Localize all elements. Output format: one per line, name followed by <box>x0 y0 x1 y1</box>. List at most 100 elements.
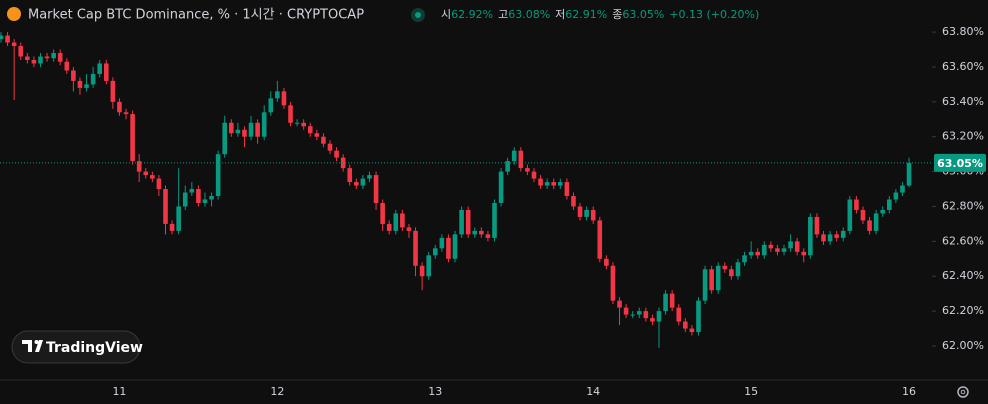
candle-body <box>354 182 359 186</box>
candle-body <box>261 112 267 137</box>
candle-body <box>301 122 306 127</box>
candle-body <box>90 73 96 85</box>
status-dot <box>415 12 421 18</box>
candle-body <box>11 42 17 47</box>
candle-body <box>360 178 366 186</box>
candle-body <box>676 307 682 322</box>
candle-body <box>584 209 589 217</box>
candle-body <box>538 178 543 186</box>
candle-body <box>242 129 247 137</box>
candle-body <box>801 251 807 256</box>
legend-value: 63.08% <box>508 8 550 21</box>
candle-body <box>340 157 346 169</box>
chart-title: Market Cap BTC Dominance, % · 1시간 · CRYP… <box>28 8 364 23</box>
logo-dot <box>34 340 39 344</box>
candle-body <box>485 234 491 238</box>
candle-body <box>821 234 826 242</box>
candle-body <box>854 199 859 210</box>
candle-body <box>880 209 886 214</box>
x-tick-label: 15 <box>744 385 758 398</box>
candle-body <box>511 150 517 162</box>
candle-body <box>136 161 142 172</box>
candle-body <box>176 206 181 231</box>
candle-body <box>722 265 728 270</box>
candle-body <box>814 216 820 235</box>
candle-body <box>794 241 800 252</box>
candle-body <box>643 311 649 319</box>
settings-button[interactable] <box>957 386 969 398</box>
candle-body <box>900 185 905 193</box>
legend-value: 62.92% <box>451 8 493 21</box>
candle-body <box>393 213 399 231</box>
candle-body <box>196 189 201 203</box>
candle-body <box>229 122 234 134</box>
candle-body <box>472 230 478 235</box>
legend-value: 62.91% <box>565 8 607 21</box>
y-tick-label: 62.60% <box>942 234 984 247</box>
candle-body <box>57 53 63 62</box>
candle-body <box>406 227 412 231</box>
legend-label: 종 <box>612 8 622 21</box>
candle-body <box>498 171 504 203</box>
candle-body <box>590 209 596 221</box>
y-tick-label: 62.40% <box>942 269 984 282</box>
candle-body <box>64 61 70 71</box>
candle-body <box>117 101 122 113</box>
settings-icon[interactable] <box>957 386 969 398</box>
candle-body <box>459 209 464 235</box>
candle-body <box>0 35 4 40</box>
candle-body <box>577 206 583 217</box>
candle-body <box>97 63 102 74</box>
candle-body <box>222 122 228 155</box>
candle-body <box>630 314 635 316</box>
candle-body <box>143 171 149 176</box>
candle-body <box>683 321 688 329</box>
candle-body <box>505 161 510 172</box>
y-tick-label: 63.60% <box>942 60 984 73</box>
candle-body <box>827 234 833 242</box>
candle-body <box>808 216 813 256</box>
candle-body <box>432 248 438 256</box>
candle-body <box>742 255 747 263</box>
candle-body <box>380 202 385 224</box>
last-price-label: 63.05% <box>937 157 983 170</box>
candle-body <box>373 175 379 203</box>
candle-body <box>321 136 326 144</box>
x-tick-label: 13 <box>428 385 442 398</box>
candle-body <box>893 192 899 200</box>
candle-body <box>150 175 155 179</box>
candle-body <box>781 248 787 252</box>
candle-body <box>38 56 43 64</box>
candle-body <box>31 59 37 64</box>
candle-body <box>610 265 616 301</box>
legend-value: 63.05% <box>622 8 664 21</box>
legend-label: 고 <box>498 8 508 21</box>
candle-body <box>709 269 714 291</box>
candle-body <box>268 98 274 113</box>
candle-body <box>604 258 609 266</box>
candle-body <box>669 293 675 308</box>
x-tick-label: 14 <box>586 385 600 398</box>
candle-body <box>617 300 622 308</box>
candle-body <box>84 84 89 88</box>
candle-body <box>386 223 392 231</box>
last-price-badge <box>934 153 986 172</box>
candle-body <box>847 199 853 231</box>
candle-body <box>564 182 570 197</box>
candle-body <box>873 213 879 231</box>
candle-body <box>840 230 846 238</box>
candle-body <box>209 196 214 200</box>
candle-body <box>294 122 300 124</box>
settings-icon-center[interactable] <box>960 389 966 395</box>
candle-body <box>571 196 576 207</box>
candle-body <box>202 199 208 203</box>
candle-body <box>834 234 839 238</box>
logo: TradingView <box>11 330 143 364</box>
legend-label: 저 <box>555 8 565 21</box>
legend-label: 시 <box>441 8 451 21</box>
candle-body <box>788 241 793 249</box>
x-tick-label: 12 <box>270 385 284 398</box>
candle-body <box>525 168 530 172</box>
plot-area <box>0 32 912 348</box>
